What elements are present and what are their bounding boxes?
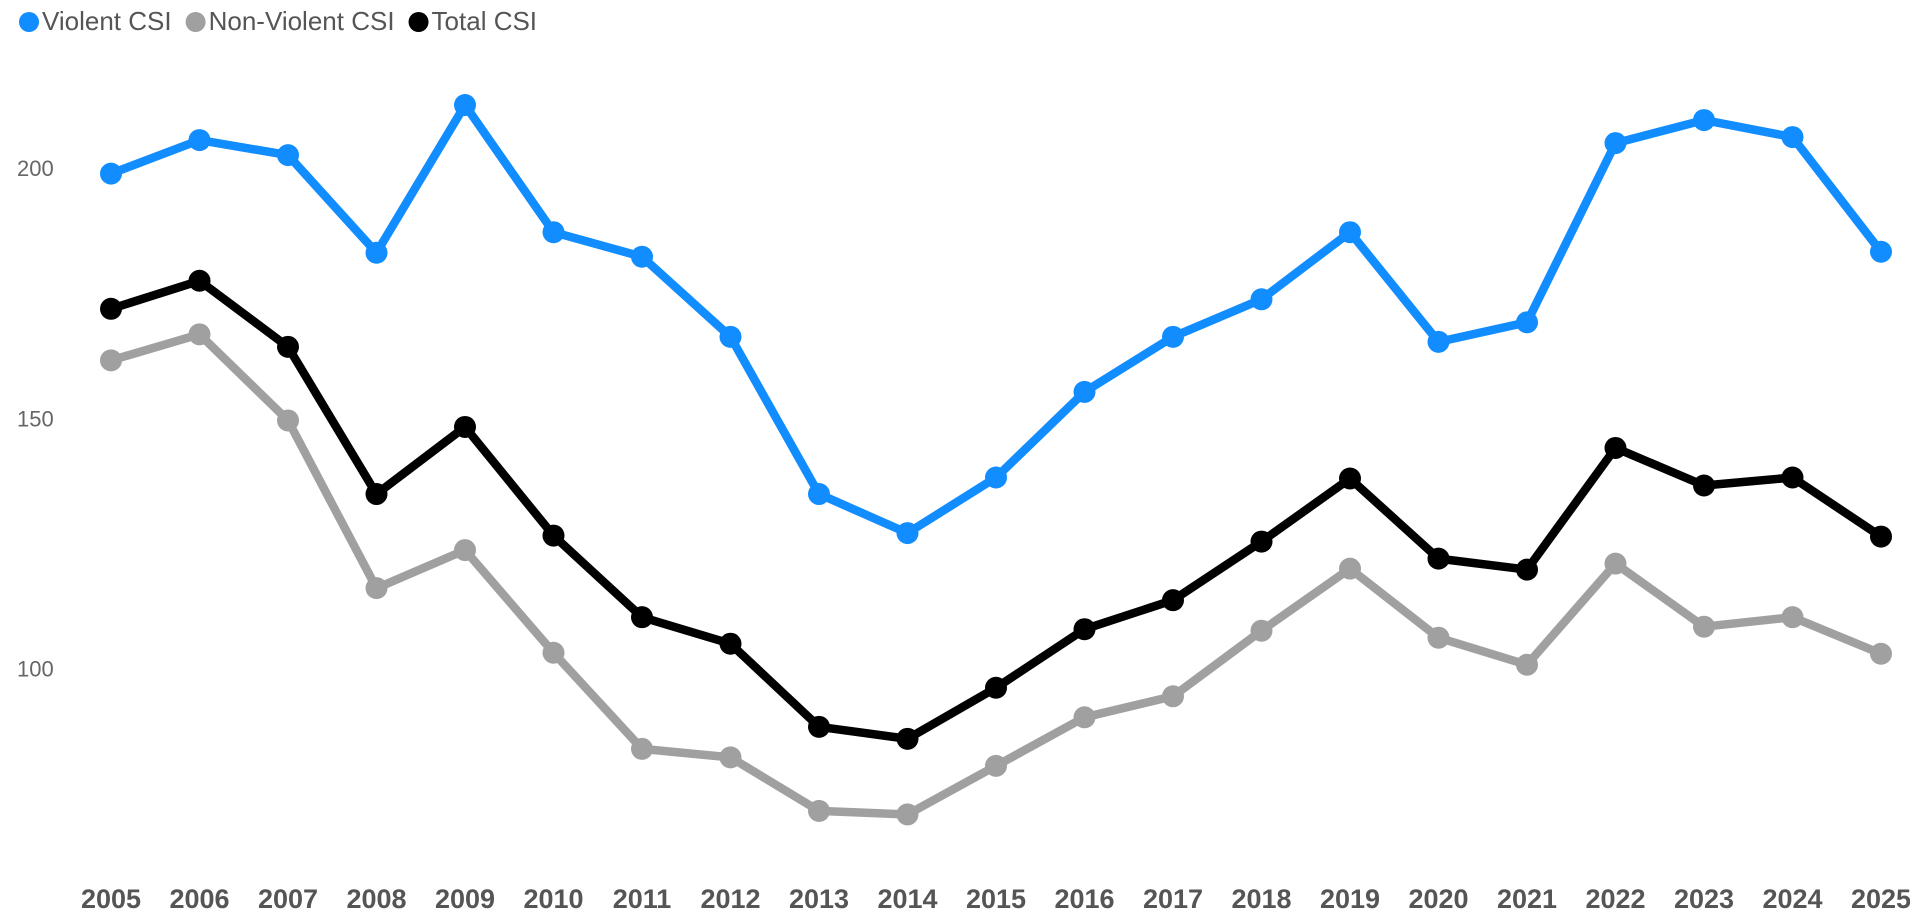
data-point: [277, 409, 299, 432]
data-point: [1250, 619, 1273, 642]
data-point: [1250, 288, 1273, 311]
x-tick-label: 2005: [81, 884, 141, 914]
x-tick-label: 2024: [1762, 884, 1822, 914]
data-point: [896, 803, 919, 826]
data-point: [1339, 557, 1361, 580]
x-tick-label: 2015: [966, 884, 1026, 914]
legend-marker: [19, 12, 39, 32]
data-point: [188, 129, 211, 152]
data-point: [1693, 615, 1715, 638]
data-point: [100, 162, 122, 185]
x-tick-label: 2016: [1054, 884, 1114, 914]
data-point: [1427, 330, 1450, 353]
x-tick-label: 2021: [1497, 884, 1557, 914]
data-point: [188, 323, 211, 346]
data-point: [365, 241, 388, 264]
data-point: [365, 483, 388, 506]
x-tick-label: 2007: [258, 884, 318, 914]
data-point: [454, 539, 476, 562]
data-point: [631, 737, 653, 760]
data-point: [808, 483, 830, 506]
x-tick-label: 2018: [1231, 884, 1291, 914]
data-point: [985, 676, 1007, 699]
data-point: [454, 415, 476, 438]
y-tick-label: 200: [17, 156, 54, 181]
x-tick-label: 2013: [789, 884, 849, 914]
data-point: [454, 94, 476, 117]
x-tick-label: 2019: [1320, 884, 1380, 914]
x-tick-label: 2025: [1851, 884, 1910, 914]
x-tick-label: 2020: [1408, 884, 1468, 914]
y-tick-label: 150: [17, 406, 54, 431]
data-point: [1604, 552, 1627, 575]
data-point: [808, 799, 830, 822]
data-point: [542, 524, 565, 547]
data-point: [1781, 466, 1804, 489]
data-point: [1250, 530, 1273, 553]
data-point: [1693, 109, 1715, 132]
data-point: [1073, 380, 1096, 403]
series-line: [109, 276, 1884, 744]
data-point: [1339, 221, 1361, 244]
data-point: [1339, 467, 1361, 490]
data-point: [631, 606, 653, 629]
data-point: [365, 577, 388, 600]
legend-marker: [408, 12, 429, 32]
data-point: [1162, 325, 1184, 348]
data-point: [719, 325, 742, 348]
data-point: [1781, 606, 1804, 629]
data-point: [1162, 589, 1184, 612]
data-point: [631, 245, 653, 268]
x-tick-label: 2009: [435, 884, 495, 914]
x-tick-label: 2008: [346, 884, 406, 914]
x-tick-label: 2023: [1674, 884, 1734, 914]
data-point: [719, 632, 742, 655]
x-tick-label: 2022: [1585, 884, 1645, 914]
data-point: [1516, 558, 1538, 581]
x-tick-label: 2006: [169, 884, 229, 914]
legend-label: Non-Violent CSI: [209, 6, 395, 36]
data-point: [542, 221, 565, 244]
data-point: [1516, 653, 1538, 676]
data-point: [1073, 706, 1096, 729]
data-point: [1693, 474, 1715, 497]
data-point: [719, 746, 742, 769]
data-point: [1516, 311, 1538, 334]
data-point: [1870, 240, 1892, 263]
data-point: [1870, 642, 1892, 665]
data-point: [1604, 132, 1627, 155]
data-point: [1870, 525, 1892, 548]
y-tick-label: 100: [17, 657, 54, 682]
data-point: [277, 144, 299, 167]
data-point: [1781, 126, 1804, 149]
data-point: [808, 715, 830, 738]
data-point: [542, 641, 565, 664]
x-tick-label: 2017: [1143, 884, 1203, 914]
data-point: [1427, 547, 1450, 570]
x-tick-label: 2010: [523, 884, 583, 914]
data-point: [277, 335, 299, 358]
legend-marker: [185, 12, 206, 32]
data-point: [1073, 618, 1096, 641]
x-tick-label: 2011: [613, 884, 672, 914]
data-point: [188, 269, 211, 292]
legend-label: Total CSI: [432, 6, 538, 36]
legend-label: Violent CSI: [42, 6, 172, 36]
data-point: [1427, 626, 1450, 649]
data-point: [985, 754, 1007, 777]
data-point: [100, 349, 122, 372]
data-point: [896, 727, 919, 750]
data-point: [1162, 685, 1184, 708]
data-point: [1604, 436, 1627, 459]
data-point: [896, 522, 919, 545]
x-tick-label: 2014: [877, 884, 937, 914]
data-point: [985, 466, 1007, 489]
data-point: [100, 297, 122, 320]
x-tick-label: 2012: [700, 884, 760, 914]
